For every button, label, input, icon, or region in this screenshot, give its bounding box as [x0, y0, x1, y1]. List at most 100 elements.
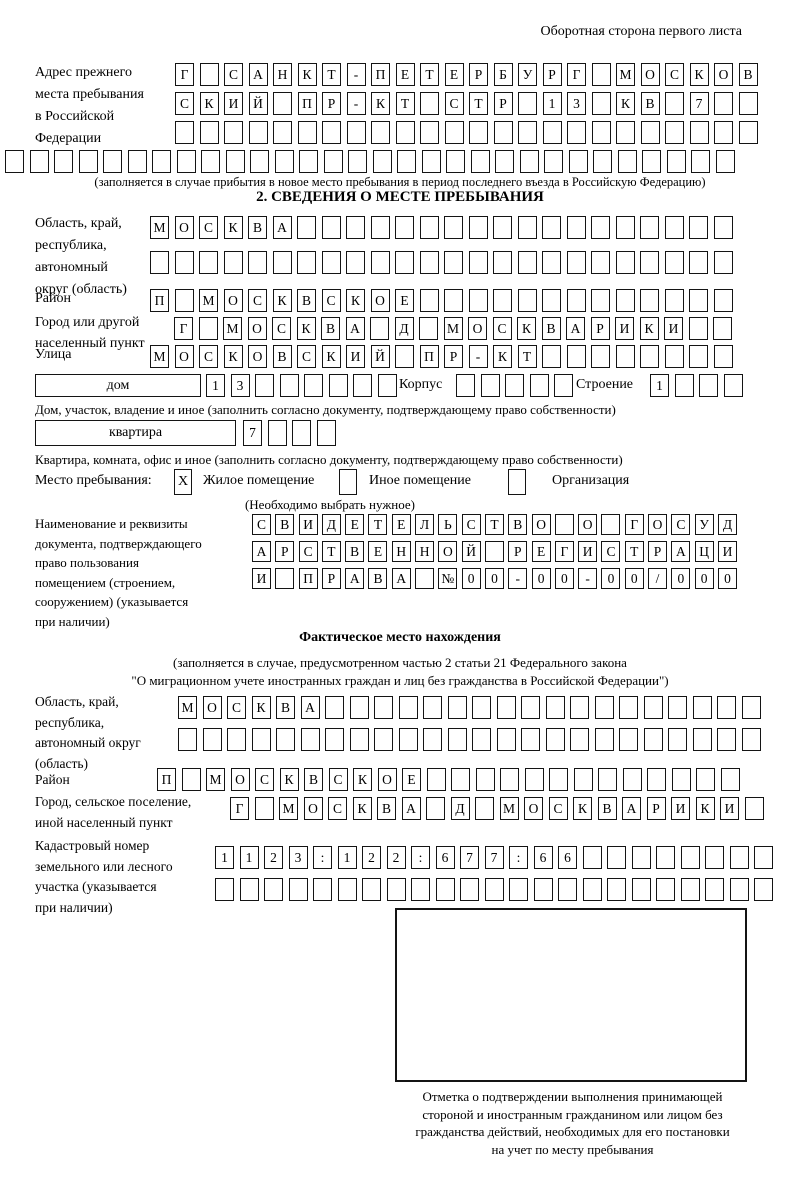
- char-cell[interactable]: В: [640, 92, 660, 115]
- char-cell[interactable]: [276, 728, 295, 751]
- char-cell[interactable]: 1: [542, 92, 562, 115]
- char-cell[interactable]: [398, 696, 418, 719]
- char-cell[interactable]: [395, 121, 415, 144]
- char-cell[interactable]: [472, 696, 491, 719]
- char-cell[interactable]: К: [223, 345, 243, 368]
- char-cell[interactable]: -: [508, 568, 528, 589]
- char-cell[interactable]: К: [639, 317, 659, 340]
- char-cell[interactable]: 0: [484, 568, 504, 589]
- char-cell[interactable]: [717, 696, 736, 719]
- char-cell[interactable]: С: [444, 92, 464, 115]
- char-cell[interactable]: 1: [215, 846, 234, 869]
- checkbox-organizatsiya[interactable]: [508, 469, 526, 495]
- char-cell[interactable]: [470, 150, 490, 173]
- char-cell[interactable]: К: [352, 797, 372, 820]
- char-cell[interactable]: [323, 150, 343, 173]
- char-cell[interactable]: С: [548, 797, 568, 820]
- char-cell[interactable]: [444, 251, 463, 274]
- char-cell[interactable]: П: [297, 92, 317, 115]
- char-cell[interactable]: 7: [243, 420, 262, 446]
- char-cell[interactable]: К: [573, 797, 592, 820]
- char-cell[interactable]: 3: [230, 374, 250, 397]
- char-cell[interactable]: С: [224, 63, 243, 86]
- char-cell[interactable]: [316, 420, 336, 446]
- char-cell[interactable]: [420, 121, 439, 144]
- char-cell[interactable]: О: [578, 514, 598, 535]
- char-cell[interactable]: Е: [368, 541, 388, 562]
- char-cell[interactable]: О: [248, 345, 267, 368]
- char-cell[interactable]: [304, 374, 323, 397]
- char-cell[interactable]: [267, 420, 287, 446]
- char-cell[interactable]: К: [297, 63, 317, 86]
- char-cell[interactable]: [460, 878, 479, 901]
- char-cell[interactable]: К: [493, 345, 512, 368]
- char-cell[interactable]: [692, 696, 712, 719]
- char-cell[interactable]: К: [695, 797, 715, 820]
- char-cell[interactable]: С: [175, 92, 194, 115]
- char-cell[interactable]: [594, 696, 614, 719]
- char-cell[interactable]: [444, 289, 463, 312]
- char-cell[interactable]: 2: [386, 846, 406, 869]
- char-cell[interactable]: [689, 121, 709, 144]
- char-cell[interactable]: Р: [493, 92, 513, 115]
- char-cell[interactable]: П: [419, 345, 439, 368]
- char-cell[interactable]: [370, 251, 390, 274]
- char-cell[interactable]: [493, 251, 512, 274]
- char-cell[interactable]: [664, 345, 684, 368]
- char-cell[interactable]: [273, 92, 292, 115]
- char-cell[interactable]: В: [272, 345, 292, 368]
- char-cell[interactable]: С: [665, 63, 684, 86]
- char-cell[interactable]: [54, 150, 73, 173]
- char-cell[interactable]: [744, 797, 764, 820]
- char-cell[interactable]: [127, 150, 147, 173]
- char-cell[interactable]: [248, 251, 267, 274]
- char-cell[interactable]: [175, 121, 194, 144]
- char-cell[interactable]: Т: [321, 541, 341, 562]
- char-cell[interactable]: [640, 251, 659, 274]
- char-cell[interactable]: [664, 216, 684, 239]
- char-cell[interactable]: [178, 728, 197, 751]
- char-cell[interactable]: К: [199, 92, 219, 115]
- char-cell[interactable]: [519, 150, 539, 173]
- char-cell[interactable]: [447, 728, 467, 751]
- char-cell[interactable]: [469, 121, 488, 144]
- char-cell[interactable]: С: [199, 345, 218, 368]
- char-cell[interactable]: С: [227, 696, 246, 719]
- char-cell[interactable]: О: [174, 345, 194, 368]
- char-cell[interactable]: Р: [648, 541, 668, 562]
- char-cell[interactable]: С: [461, 514, 481, 535]
- char-cell[interactable]: [500, 768, 519, 791]
- char-cell[interactable]: М: [616, 63, 635, 86]
- char-cell[interactable]: М: [223, 317, 242, 340]
- char-cell[interactable]: 0: [624, 568, 644, 589]
- char-cell[interactable]: [647, 768, 666, 791]
- char-cell[interactable]: [468, 216, 488, 239]
- char-cell[interactable]: [656, 878, 675, 901]
- char-cell[interactable]: 6: [558, 846, 577, 869]
- char-cell[interactable]: [640, 289, 659, 312]
- char-cell[interactable]: И: [252, 568, 271, 589]
- char-cell[interactable]: [174, 251, 194, 274]
- char-cell[interactable]: [615, 251, 635, 274]
- char-cell[interactable]: А: [272, 216, 292, 239]
- char-cell[interactable]: И: [664, 317, 683, 340]
- char-cell[interactable]: [713, 289, 733, 312]
- char-cell[interactable]: [493, 121, 513, 144]
- char-cell[interactable]: [297, 216, 316, 239]
- char-cell[interactable]: [325, 696, 344, 719]
- char-cell[interactable]: [545, 696, 565, 719]
- char-cell[interactable]: Р: [322, 92, 341, 115]
- char-cell[interactable]: К: [371, 92, 390, 115]
- char-cell[interactable]: -: [578, 568, 598, 589]
- char-cell[interactable]: Т: [368, 514, 388, 535]
- char-cell[interactable]: [720, 768, 740, 791]
- char-cell[interactable]: [348, 150, 367, 173]
- char-cell[interactable]: [337, 878, 357, 901]
- char-cell[interactable]: [224, 121, 243, 144]
- char-cell[interactable]: [741, 696, 761, 719]
- char-cell[interactable]: [493, 289, 512, 312]
- char-cell[interactable]: [150, 251, 169, 274]
- char-cell[interactable]: Е: [391, 514, 411, 535]
- char-cell[interactable]: [591, 251, 610, 274]
- char-cell[interactable]: В: [304, 768, 323, 791]
